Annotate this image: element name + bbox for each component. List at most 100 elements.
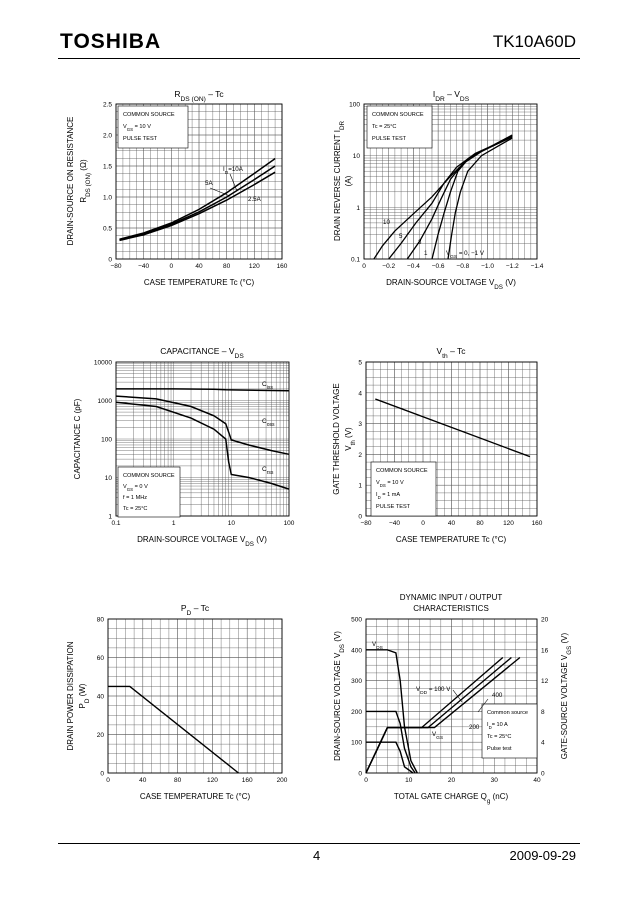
x-tick-label: 20 xyxy=(448,777,456,784)
y-tick-label: 1.0 xyxy=(103,195,112,202)
y-right-tick-label: 0 xyxy=(541,771,545,778)
label-ciss: Ciss xyxy=(262,381,273,391)
label-coss: Coss xyxy=(262,418,275,428)
plot-frame xyxy=(365,618,538,774)
series-line xyxy=(116,388,290,392)
series-line-3 xyxy=(406,135,513,260)
annotation-vds: VDS xyxy=(372,641,383,651)
chart-title: Vth – Tc xyxy=(437,346,467,360)
y-tick-label: 1.5 xyxy=(103,164,112,171)
y-tick-label: 400 xyxy=(351,647,362,654)
legend-line: ID= 10 A xyxy=(487,722,508,730)
legend-box xyxy=(117,466,181,518)
legend-line: VGS = 10 V xyxy=(123,124,151,132)
chart-title: PD – Tc xyxy=(181,603,210,617)
y-tick-label: 2 xyxy=(358,452,362,459)
x-tick-label: 120 xyxy=(207,777,218,784)
legend-line: ID = 1 mA xyxy=(376,492,400,500)
annotation-vgs: VGS = 0, −1 V xyxy=(446,250,485,260)
y-axis-unit: Vth (V) xyxy=(344,427,357,451)
chart-title: RDS (ON) – Tc xyxy=(174,89,224,103)
series-line-10A xyxy=(119,157,276,240)
series-line xyxy=(375,398,531,458)
x-tick-label: 40 xyxy=(139,777,147,784)
chart-vth: −80 −40 0 40 80 120 160 0 1 2 3 4 5 COMMON SOURCE VDS … xyxy=(332,346,543,544)
chart-title: CAPACITANCE – VDS xyxy=(160,346,244,360)
x-tick-label: 160 xyxy=(277,263,288,270)
chart-rds: −80 −40 0 40 80 120 160 0 0.5 1.0 1.5 2.0 2.5 COMMON … xyxy=(66,89,288,287)
vds-line xyxy=(366,741,414,774)
y-axis-unit: RDS (ON) (Ω) xyxy=(79,159,92,203)
legend-line: Pulse test xyxy=(487,746,512,752)
x-tick-label: 80 xyxy=(476,520,484,527)
y-tick-label: 0 xyxy=(100,771,104,778)
legend-line: f = 1 MHz xyxy=(123,495,147,501)
x-tick-label: 100 xyxy=(284,520,295,527)
annotation-5: 5 xyxy=(399,233,403,240)
series-line xyxy=(108,685,239,774)
y-right-tick-label: 8 xyxy=(541,709,545,716)
series-line-10 xyxy=(373,134,513,260)
x-tick-label: 200 xyxy=(277,777,288,784)
x-tick-label: 1 xyxy=(172,520,176,527)
footer-rule xyxy=(58,843,580,844)
x-tick-label: 80 xyxy=(174,777,182,784)
x-tick-label: 80 xyxy=(223,263,231,270)
y-axis-label: DRAIN-SOURCE VOLTAGE VDS (V) xyxy=(333,631,346,761)
annotation-200: 200 xyxy=(469,724,480,731)
y-tick-label: 0.5 xyxy=(103,226,112,233)
y-tick-label: 10 xyxy=(353,153,361,160)
y-tick-label: 2.0 xyxy=(103,133,112,140)
x-tick-label: 40 xyxy=(533,777,541,784)
x-tick-label: 160 xyxy=(242,777,253,784)
y-tick-label: 100 xyxy=(351,740,362,747)
x-tick-label: 0 xyxy=(362,263,366,270)
vgs-line xyxy=(365,656,521,774)
y-tick-label: 300 xyxy=(351,678,362,685)
x-tick-label: 0 xyxy=(421,520,425,527)
legend-line: VDS = 10 V xyxy=(376,480,404,488)
y-axis-unit: PD (W) xyxy=(78,683,91,708)
legend-line: Tc = 25°C xyxy=(487,734,511,740)
annotation-400: 400 xyxy=(492,692,503,699)
y-tick-label: 200 xyxy=(351,709,362,716)
y-tick-label: 5 xyxy=(358,360,362,367)
legend-line: VGS = 0 V xyxy=(123,484,148,492)
y-tick-label: 100 xyxy=(349,102,360,109)
y-tick-label: 1 xyxy=(356,205,360,212)
annotation-leader xyxy=(209,187,231,197)
chart-qg: 0 10 20 30 400100200300400500048121620Common… xyxy=(333,593,573,805)
chart-cap: 0.1 1 10 100110100100010000CissCossCrssCOMM… xyxy=(73,346,295,548)
x-tick-label: 120 xyxy=(249,263,260,270)
legend-line: COMMON SOURCE xyxy=(372,112,424,118)
x-tick-label: −80 xyxy=(110,263,121,270)
legend-box xyxy=(481,703,538,759)
annotation-2-5a: 2.5A xyxy=(248,196,262,203)
legend-line: COMMON SOURCE xyxy=(376,468,428,474)
x-tick-label: −40 xyxy=(389,520,400,527)
x-tick-label: 0.1 xyxy=(111,520,120,527)
annotation-3: 3 xyxy=(418,239,422,246)
x-axis-label: DRAIN-SOURCE VOLTAGE VDS (V) xyxy=(386,278,516,291)
chart-pd: 0 40 80 120 160 200 0 20 40 60 80 PD – Tc CASE TEMPE… xyxy=(66,603,288,801)
vds-line xyxy=(366,710,416,774)
y-axis-unit: (A) xyxy=(344,175,353,186)
y-tick-label: 0 xyxy=(358,771,362,778)
footer-date: 2009-09-29 xyxy=(509,848,577,863)
toshiba-logo: TOSHIBA xyxy=(60,30,162,53)
y-right-tick-label: 16 xyxy=(541,647,549,654)
chart-title-line2: CHARACTERISTICS xyxy=(413,604,489,613)
y-tick-label: 80 xyxy=(97,617,105,624)
y-tick-label: 0 xyxy=(358,514,362,521)
legend-line: PULSE TEST xyxy=(123,136,158,142)
y-axis-label: CAPACITANCE C (pF) xyxy=(73,398,82,479)
header-rule xyxy=(58,58,580,59)
x-tick-label: −0.8 xyxy=(456,263,469,270)
label-crss: Crss xyxy=(262,466,274,476)
grid xyxy=(107,618,283,774)
y-axis-label: DRAIN POWER DISSIPATION xyxy=(66,641,75,750)
y-tick-label: 3 xyxy=(358,421,362,428)
legend-box xyxy=(370,461,437,517)
legend-line: Tc = 25°C xyxy=(372,124,396,130)
